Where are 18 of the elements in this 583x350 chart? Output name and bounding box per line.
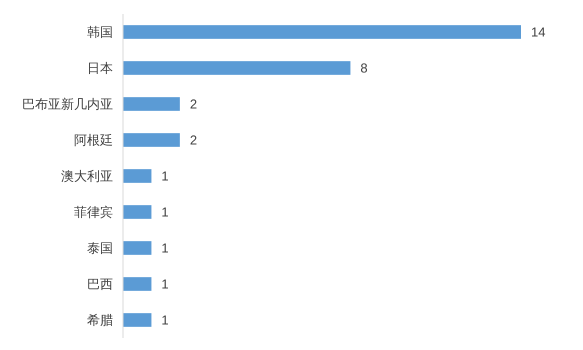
y-tick-label: 澳大利亚 bbox=[61, 168, 113, 184]
data-label: 1 bbox=[161, 312, 169, 328]
y-tick-label: 韩国 bbox=[87, 24, 113, 40]
data-label: 1 bbox=[161, 276, 169, 292]
data-label: 8 bbox=[360, 60, 368, 76]
data-label: 14 bbox=[531, 24, 546, 40]
data-label: 2 bbox=[190, 132, 198, 148]
data-label: 1 bbox=[161, 168, 169, 184]
y-tick-label: 巴布亚新几内亚 bbox=[22, 96, 113, 112]
y-tick-label: 巴西 bbox=[87, 276, 113, 292]
y-tick-label: 菲律宾 bbox=[74, 204, 113, 220]
y-tick-label: 阿根廷 bbox=[74, 132, 113, 148]
y-tick-label: 泰国 bbox=[87, 240, 113, 256]
data-label: 1 bbox=[161, 240, 169, 256]
data-label: 2 bbox=[190, 96, 198, 112]
y-tick-label: 希腊 bbox=[87, 312, 113, 328]
y-tick-label: 日本 bbox=[87, 60, 113, 76]
data-label: 1 bbox=[161, 204, 169, 220]
